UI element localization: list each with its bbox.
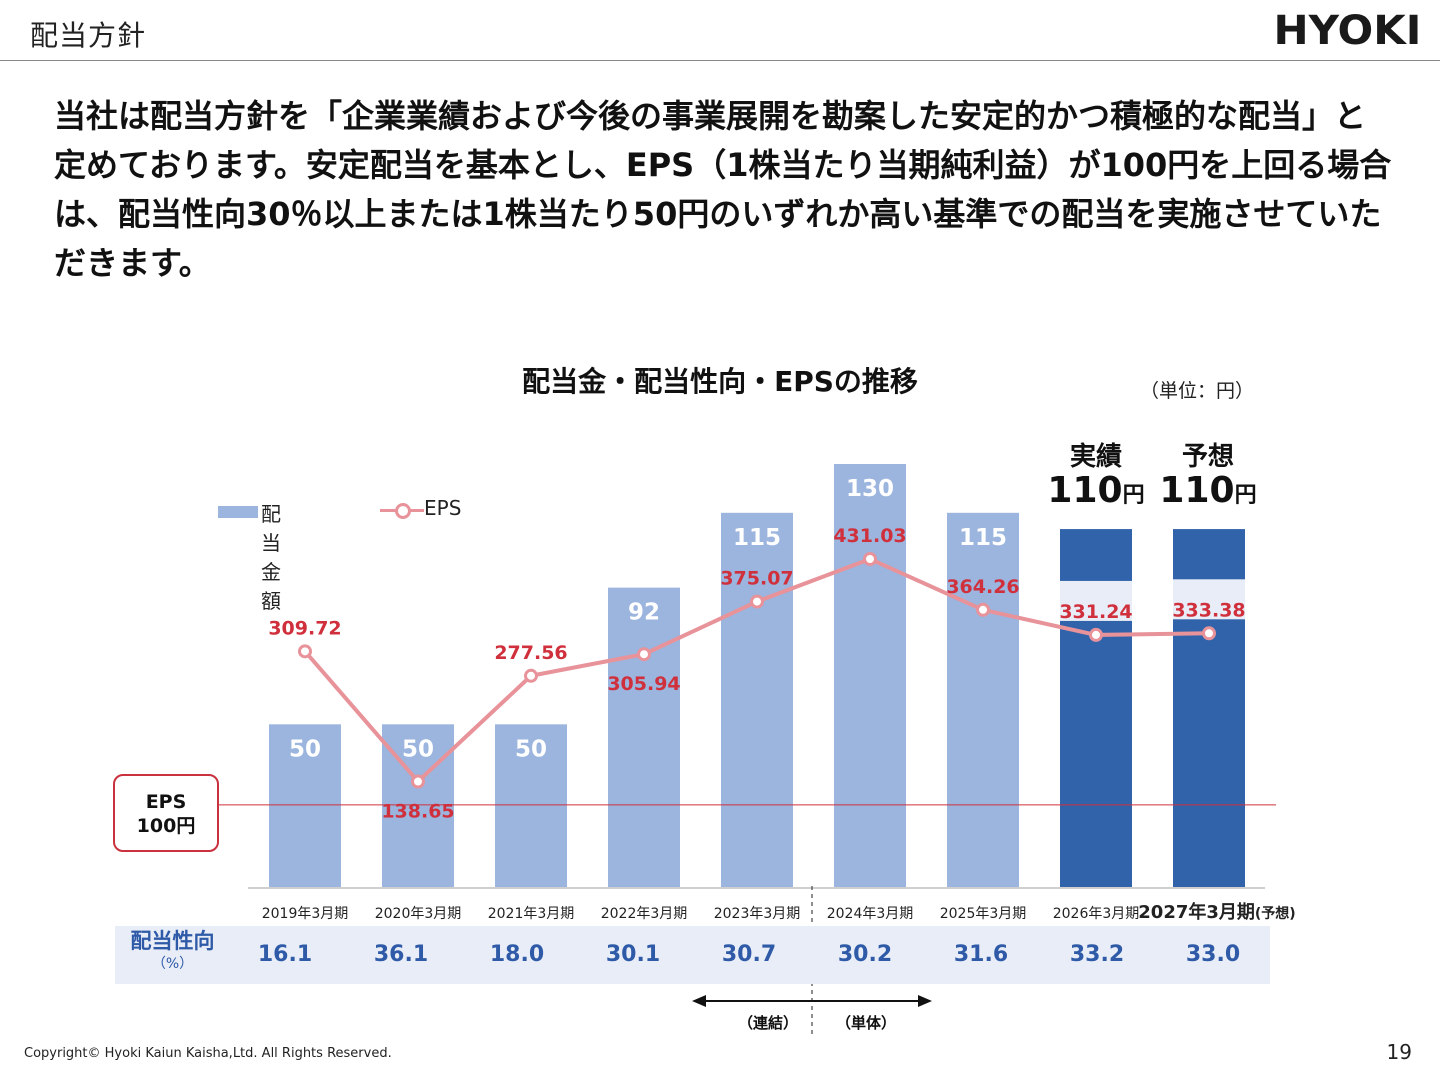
eps-label-highlight	[1173, 579, 1245, 620]
eps-point	[750, 594, 764, 609]
dividend-bar-label: 50	[515, 736, 547, 762]
dividend-policy-text: 当社は配当方針を「企業業績および今後の事業展開を勘案した安定的かつ積極的な配当」…	[54, 97, 1392, 282]
eps-point	[1202, 626, 1216, 641]
dividend-bar-label: 115	[733, 525, 781, 551]
payout-ratio-value: 30.1	[605, 942, 661, 967]
payout-ratio-value: 18.0	[489, 942, 545, 967]
eps-threshold-line2: 100円	[136, 815, 196, 837]
payout-ratio-title: 配当性向	[130, 929, 215, 953]
unit-note: （単位：円）	[1140, 380, 1255, 402]
eps-value-label: 138.65	[381, 800, 454, 822]
payout-ratio-value: 30.7	[721, 942, 777, 967]
dividend-bar-label: 92	[628, 600, 660, 626]
eps-point	[637, 647, 651, 662]
eps-point	[298, 644, 312, 659]
eps-point	[863, 552, 877, 566]
copyright-footer: Copyright© Hyoki Kaiun Kaisha,Ltd. All R…	[24, 1046, 392, 1061]
payout-ratio-value: 33.0	[1185, 942, 1241, 967]
dividend-bar	[947, 512, 1019, 887]
x-tick-label: 2025年3月期	[940, 906, 1027, 922]
x-tick-label: 2022年3月期	[601, 906, 688, 922]
eps-point	[524, 668, 538, 683]
x-tick-label: 2026年3月期	[1053, 906, 1140, 922]
x-tick-label: 2023年3月期	[714, 906, 801, 922]
eps-value-label: 331.24	[1059, 601, 1132, 623]
eps-threshold-line1: EPS	[145, 791, 187, 813]
payout-ratio-label: 配当性向 （%）	[115, 928, 230, 974]
x-tick-label: 2021年3月期	[488, 906, 575, 922]
consolidated-label: （連結）	[738, 1014, 799, 1032]
actual-dividend-value: 110	[1047, 470, 1123, 511]
eps-value-label: 431.03	[833, 525, 906, 547]
dividend-bar	[721, 512, 793, 887]
payout-ratio-row	[115, 926, 1270, 984]
actual-label: 実績	[1069, 442, 1122, 472]
page-number: 19	[1386, 1040, 1412, 1064]
eps-value-label: 333.38	[1172, 599, 1245, 621]
chart-title: 配当金・配当性向・EPSの推移	[522, 365, 918, 398]
x-tick-label: 2024年3月期	[827, 906, 914, 922]
eps-value-label: 375.07	[720, 568, 793, 590]
dividend-legend-label: 配当金額	[261, 502, 281, 613]
eps-legend-label: EPS	[424, 496, 462, 520]
yen-unit: 円	[1234, 483, 1257, 508]
dividend-bar	[834, 464, 906, 887]
forecast-label: 予想	[1181, 442, 1234, 472]
eps-point	[411, 774, 425, 789]
eps-value-label: 309.72	[268, 617, 341, 639]
dividend-bar-label: 50	[289, 736, 321, 762]
eps-legend-marker-icon	[395, 503, 411, 519]
dividend-bar-label: 115	[959, 525, 1007, 551]
x-tick-label: 2020年3月期	[375, 906, 462, 922]
dividend-legend-swatch	[218, 506, 258, 518]
x-tick-label: 2019年3月期	[262, 906, 349, 922]
dividend-bar-label: 130	[846, 476, 894, 502]
eps-threshold-box: EPS 100円	[113, 774, 219, 852]
payout-ratio-unit: （%）	[151, 956, 194, 972]
header-divider	[0, 60, 1440, 61]
eps-value-label: 364.26	[946, 576, 1019, 598]
payout-ratio-value: 16.1	[257, 942, 313, 967]
company-logo: HYOKI	[1273, 8, 1422, 54]
eps-point	[976, 602, 990, 617]
yen-unit: 円	[1122, 483, 1145, 508]
standalone-label: （単体）	[836, 1014, 897, 1032]
actual-dividend-callout: 110円	[1026, 470, 1166, 511]
eps-value-label: 305.94	[607, 673, 680, 695]
dividend-bar-label: 50	[402, 736, 434, 762]
payout-ratio-value: 36.1	[373, 942, 429, 967]
page-title: 配当方針	[30, 19, 147, 52]
x-tick-label: 2027年3月期(予想)	[1138, 901, 1295, 923]
forecast-suffix: (予想)	[1255, 905, 1296, 922]
forecast-dividend-callout: 110円	[1138, 470, 1278, 511]
forecast-dividend-value: 110	[1159, 470, 1235, 511]
arrow-right-icon	[918, 995, 932, 1007]
eps-label-highlight	[1060, 580, 1132, 621]
arrow-left-icon	[692, 995, 706, 1007]
dividend-bar	[269, 724, 341, 887]
dividend-bar	[608, 587, 680, 887]
eps-value-label: 277.56	[494, 642, 567, 664]
dividend-bar	[495, 724, 567, 887]
payout-ratio-value: 30.2	[837, 942, 893, 967]
payout-ratio-value: 31.6	[953, 942, 1009, 967]
payout-ratio-value: 33.2	[1069, 942, 1125, 967]
eps-point	[1089, 627, 1103, 642]
